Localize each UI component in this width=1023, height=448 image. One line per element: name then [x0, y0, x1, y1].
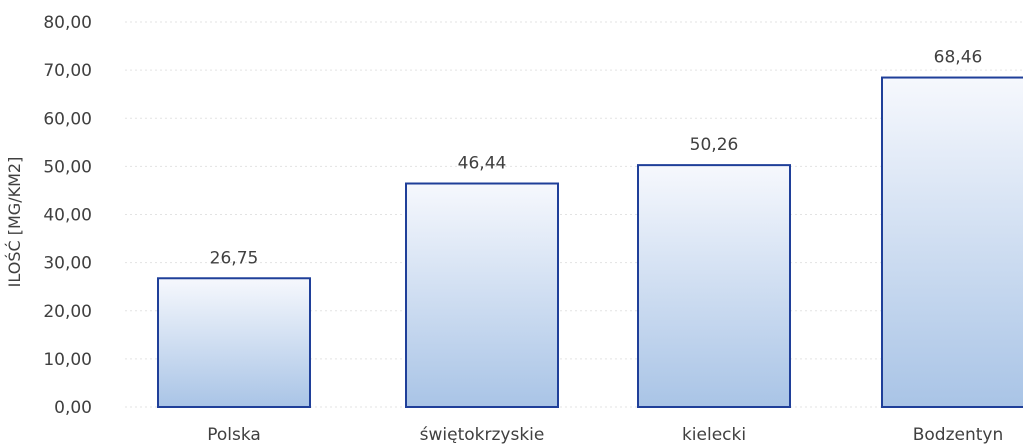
data-label: 68,46: [934, 48, 983, 68]
y-tick-label: 40,00: [43, 206, 92, 226]
data-label: 26,75: [210, 248, 259, 268]
data-label: 50,26: [690, 135, 739, 155]
bar: [157, 277, 311, 408]
x-tick-label: świętokrzyskie: [420, 425, 545, 444]
y-tick-label: 20,00: [43, 302, 92, 322]
x-tick-label: kielecki: [682, 425, 746, 444]
y-axis-label: ILOŚĆ [MG/KM2]: [5, 157, 24, 288]
y-tick-label: 0,00: [54, 398, 92, 418]
data-label: 46,44: [458, 154, 507, 174]
x-axis-ticks: Polska świętokrzyskie kielecki Bodzentyn: [207, 425, 1004, 445]
y-tick-label: 60,00: [43, 109, 92, 129]
x-tick-label: Bodzentyn: [913, 425, 1004, 444]
bar: [881, 76, 1023, 408]
y-tick-label: 70,00: [43, 61, 92, 81]
x-tick-label: Polska: [207, 425, 261, 444]
y-tick-label: 30,00: [43, 254, 92, 274]
bar: [637, 164, 791, 408]
data-labels: 26,75 46,44 50,26 68,46: [210, 48, 983, 269]
y-tick-label: 80,00: [43, 13, 92, 33]
bars: [157, 76, 1023, 408]
y-tick-label: 10,00: [43, 350, 92, 370]
y-axis-ticks: 0,00 10,00 20,00 30,00 40,00 50,00 60,00 70,00 8…: [43, 13, 92, 418]
y-tick-label: 50,00: [43, 157, 92, 177]
bar: [405, 182, 559, 408]
